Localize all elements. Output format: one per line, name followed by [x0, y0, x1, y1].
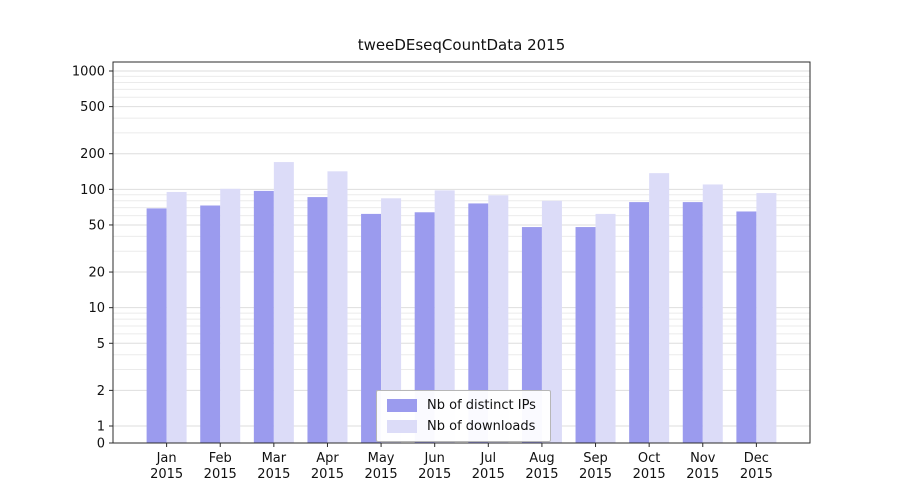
legend-label-distinct-ips: Nb of distinct IPs	[427, 398, 536, 413]
bar-downloads-jul	[488, 195, 509, 443]
x-tick-label: Sep	[583, 451, 608, 466]
x-tick-year-label: 2015	[150, 467, 183, 482]
x-tick-year-label: 2015	[472, 467, 505, 482]
bar-downloads-apr	[327, 171, 348, 443]
bar-downloads-aug	[541, 200, 562, 443]
bar-distinct-ips-mar	[253, 190, 274, 443]
x-tick-label: Jan	[156, 451, 177, 466]
bar-distinct-ips-dec	[736, 211, 757, 443]
bar-downloads-feb	[220, 188, 241, 443]
x-tick-label: Jul	[479, 451, 496, 466]
y-tick-label: 50	[88, 218, 105, 233]
y-tick-label: 500	[80, 100, 105, 115]
bar-distinct-ips-aug	[521, 227, 542, 443]
y-tick-label: 20	[88, 266, 105, 281]
legend-item-distinct-ips: Nb of distinct IPs	[387, 398, 536, 413]
bar-distinct-ips-nov	[682, 202, 703, 443]
x-tick-label: Apr	[316, 451, 339, 466]
bar-distinct-ips-oct	[629, 202, 650, 443]
y-tick-label: 100	[80, 183, 105, 198]
x-tick-year-label: 2015	[311, 467, 344, 482]
bar-distinct-ips-feb	[200, 205, 221, 443]
x-tick-year-label: 2015	[257, 467, 290, 482]
y-tick-label: 1	[97, 420, 105, 435]
x-tick-label: Dec	[744, 451, 769, 466]
bar-downloads-may	[381, 198, 402, 443]
x-tick-year-label: 2015	[525, 467, 558, 482]
x-tick-year-label: 2015	[686, 467, 719, 482]
x-tick-label: Feb	[209, 451, 232, 466]
bar-distinct-ips-may	[361, 213, 382, 443]
legend-item-downloads: Nb of downloads	[387, 419, 536, 434]
x-tick-label: May	[368, 451, 395, 466]
x-tick-label: Mar	[262, 451, 287, 466]
bar-downloads-jan	[166, 191, 187, 443]
bar-distinct-ips-sep	[575, 227, 596, 443]
legend-label-downloads: Nb of downloads	[427, 419, 536, 434]
bar-downloads-nov	[702, 184, 723, 444]
x-tick-label: Jun	[424, 451, 445, 466]
x-tick-year-label: 2015	[204, 467, 237, 482]
bar-distinct-ips-jun	[414, 212, 435, 443]
legend: Nb of distinct IPs Nb of downloads	[376, 390, 551, 442]
bar-downloads-dec	[756, 193, 777, 443]
bar-distinct-ips-jul	[468, 203, 489, 443]
x-tick-label: Nov	[690, 451, 716, 466]
x-tick-year-label: 2015	[740, 467, 773, 482]
y-tick-label: 200	[80, 147, 105, 162]
y-tick-label: 0	[97, 437, 105, 452]
y-tick-label: 10	[88, 301, 105, 316]
y-tick-label: 2	[97, 384, 105, 399]
legend-swatch-downloads	[387, 420, 417, 433]
y-tick-label: 1000	[72, 65, 105, 80]
y-tick-label: 5	[97, 337, 105, 352]
bar-distinct-ips-apr	[307, 197, 328, 443]
bar-distinct-ips-jan	[146, 208, 167, 443]
bar-downloads-mar	[273, 162, 294, 443]
bar-downloads-jun	[434, 190, 455, 443]
bar-downloads-sep	[595, 213, 616, 443]
bar-downloads-oct	[649, 173, 670, 444]
chart-title: tweeDEseqCountData 2015	[357, 36, 566, 54]
axes-box	[112, 61, 811, 444]
x-tick-label: Oct	[638, 451, 660, 466]
x-tick-year-label: 2015	[633, 467, 666, 482]
legend-swatch-distinct-ips	[387, 399, 417, 412]
x-tick-year-label: 2015	[365, 467, 398, 482]
x-tick-year-label: 2015	[579, 467, 612, 482]
x-tick-year-label: 2015	[418, 467, 451, 482]
x-tick-label: Aug	[529, 451, 554, 466]
